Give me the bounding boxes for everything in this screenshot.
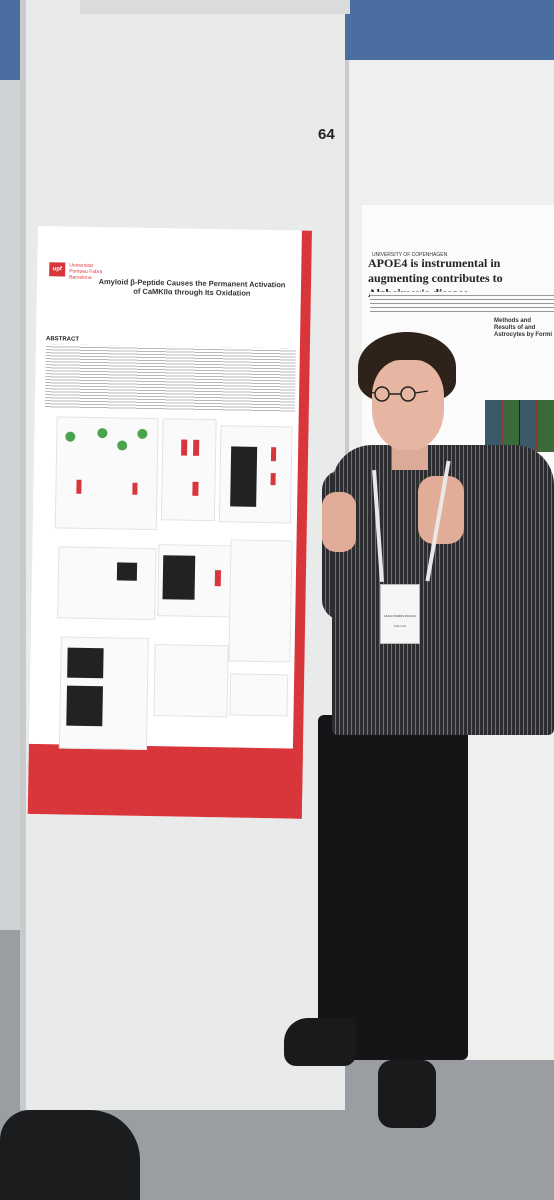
western-blot: [66, 685, 103, 727]
figure-bar: [270, 447, 277, 462]
figure-icon: [65, 431, 76, 442]
figure-bar: [193, 439, 200, 456]
poster-title: Amyloid β-Peptide Causes the Permanent A…: [98, 277, 286, 298]
figure-7: [58, 636, 149, 750]
western-blot: [116, 562, 138, 581]
figure-icon: [137, 428, 148, 439]
right-poster-authors: [370, 292, 554, 314]
figure-6: [228, 539, 293, 663]
upf-logo: upf: [49, 262, 66, 277]
figure-bar: [192, 481, 199, 496]
person-face: [372, 360, 444, 450]
name-badge: [380, 584, 420, 644]
thumbs-up-left-icon: [322, 492, 356, 552]
right-poster-section: Methods and Results of and Astrocytes by…: [494, 318, 553, 338]
panel-frame-top: [80, 0, 350, 14]
figure-8: [153, 644, 229, 718]
figure-bar: [181, 439, 188, 456]
glasses-icon: [368, 386, 429, 402]
figure-1: [54, 416, 159, 531]
person-shoe-right: [378, 1060, 436, 1128]
badge-name: HUGO PARKS DUCAN: [384, 614, 416, 618]
booth-number: 64: [318, 126, 335, 143]
figure-2: [160, 418, 217, 522]
person-pants: [318, 715, 468, 1060]
figure-bar: [214, 570, 222, 587]
right-poster-institution: UNIVERSITY OF COPENHAGEN: [372, 252, 448, 258]
figure-icon: [117, 440, 128, 451]
microscopy-tiles: [485, 400, 554, 452]
figure-bar: [270, 473, 276, 486]
backpack: [0, 1110, 140, 1200]
western-blot: [67, 647, 104, 679]
western-blot: [162, 555, 196, 600]
figure-4: [57, 546, 157, 621]
figure-bar: [76, 479, 82, 494]
western-blot: [230, 446, 258, 507]
badge-subtext: DALLAS: [394, 624, 406, 628]
person-shoe-left: [284, 1018, 356, 1066]
figure-5: [157, 544, 233, 618]
left-poster: upf Universitat Pompeu Fabra Barcelona A…: [27, 226, 312, 819]
figure-3: [218, 425, 293, 524]
figure-bar: [132, 482, 138, 495]
abstract-text-block: [44, 344, 296, 413]
figure-icon: [97, 428, 108, 439]
figure-9: [229, 673, 289, 717]
abstract-heading: ABSTRACT: [45, 336, 80, 343]
